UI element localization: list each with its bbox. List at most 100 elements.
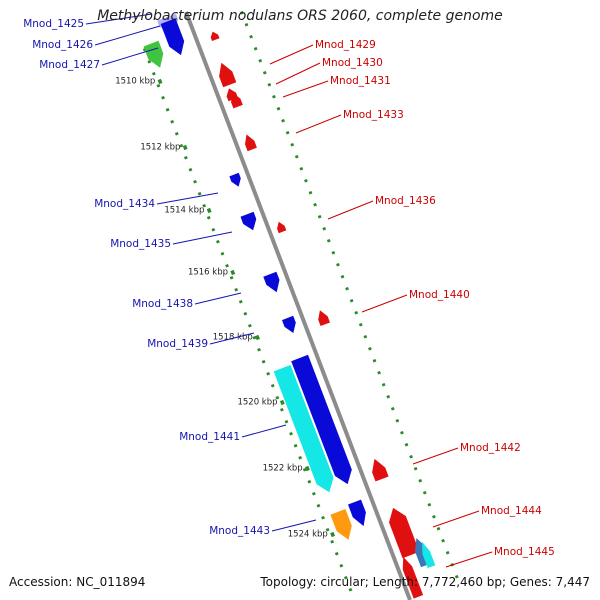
tick-dot-right bbox=[244, 22, 249, 27]
gene-feature-forward bbox=[143, 40, 164, 68]
tick-dot-left bbox=[152, 71, 156, 76]
gene-label-reverse: Mnod_1431 bbox=[330, 75, 391, 87]
tick-dot-left bbox=[289, 431, 293, 436]
tick-dot-left bbox=[257, 347, 261, 352]
tick-dot-right bbox=[445, 550, 450, 555]
tick-dot-left bbox=[161, 95, 165, 100]
gene-label-reverse: Mnod_1430 bbox=[322, 57, 383, 69]
gene-feature-forward bbox=[282, 315, 296, 333]
gene-feature-forward bbox=[229, 172, 241, 187]
tick-dot-left bbox=[206, 215, 211, 220]
callout-line bbox=[361, 294, 408, 313]
tick-mark bbox=[330, 531, 335, 538]
tick-dot-right bbox=[331, 250, 336, 255]
gene-label-reverse: Mnod_1433 bbox=[343, 109, 404, 121]
tick-dot-right bbox=[304, 178, 308, 183]
gene-feature-reverse bbox=[402, 556, 424, 599]
tick-dot-left bbox=[316, 503, 321, 508]
tick-mark bbox=[279, 399, 285, 406]
callout-line bbox=[432, 510, 480, 528]
tick-dot-right bbox=[340, 274, 345, 279]
tick-dot-left bbox=[229, 275, 234, 280]
tick-dot-right bbox=[262, 70, 267, 75]
tick-dot-left bbox=[197, 191, 202, 196]
tick-dot-right bbox=[418, 478, 423, 483]
callout-line bbox=[209, 332, 255, 345]
gene-feature-reverse bbox=[389, 507, 420, 559]
tick-dot-right bbox=[294, 154, 299, 159]
gene-feature-reverse bbox=[210, 31, 220, 41]
tick-mark bbox=[305, 465, 310, 472]
callout-line bbox=[327, 200, 374, 220]
tick-dot-left bbox=[165, 107, 170, 112]
tick-label: 1516 kbp bbox=[188, 267, 228, 277]
tick-dot-left bbox=[275, 395, 280, 400]
tick-dot-left bbox=[261, 359, 266, 364]
gene-label-forward: Mnod_1443 bbox=[209, 525, 270, 537]
tick-dot-right bbox=[258, 58, 263, 63]
tick-dot-right bbox=[326, 238, 331, 243]
tick-dot-right bbox=[377, 370, 381, 375]
callout-line bbox=[194, 292, 242, 305]
tick-dot-left bbox=[339, 563, 344, 568]
tick-dot-left bbox=[330, 539, 335, 544]
tick-label: 1524 kbp bbox=[288, 529, 328, 539]
tick-label: 1520 kbp bbox=[237, 397, 277, 407]
tick-dot-right bbox=[313, 202, 317, 207]
tick-dot-left bbox=[325, 527, 330, 532]
tick-dot-left bbox=[147, 59, 152, 64]
tick-label: 1522 kbp bbox=[263, 463, 303, 473]
gene-feature-forward bbox=[291, 354, 352, 485]
tick-mark bbox=[230, 269, 236, 276]
tick-dot-right bbox=[267, 82, 272, 87]
tick-dot-left bbox=[156, 83, 161, 88]
callout-line bbox=[85, 13, 153, 25]
tick-dot-right bbox=[395, 418, 400, 423]
tick-dot-left bbox=[234, 287, 239, 292]
gene-label-forward: Mnod_1426 bbox=[32, 39, 93, 51]
gene-label-forward: Mnod_1439 bbox=[147, 338, 208, 350]
tick-dot-right bbox=[308, 190, 313, 195]
tick-dot-left bbox=[344, 575, 348, 580]
tick-dot-left bbox=[238, 299, 243, 304]
tick-dot-left bbox=[348, 587, 353, 592]
gene-feature-forward bbox=[273, 365, 334, 493]
callout-line bbox=[445, 551, 493, 568]
callout-line bbox=[101, 47, 159, 66]
callout-line bbox=[412, 447, 459, 465]
gene-features bbox=[143, 13, 436, 599]
tick-dot-right bbox=[454, 574, 459, 579]
tick-dot-left bbox=[266, 371, 271, 376]
gene-label-reverse: Mnod_1429 bbox=[315, 39, 376, 51]
tick-dot-right bbox=[249, 34, 253, 39]
tick-dot-right bbox=[317, 214, 322, 219]
tick-dot-right bbox=[358, 322, 363, 327]
tick-dot-left bbox=[243, 311, 248, 316]
tick-dot-right bbox=[281, 118, 285, 123]
gene-feature-forward bbox=[263, 271, 280, 293]
tick-marks: 1510 kbp 1512 kbp 1514 kbp 1516 kbp 1518 kbp… bbox=[115, 76, 335, 539]
tick-dot-right bbox=[349, 298, 354, 303]
tick-label: 1514 kbp bbox=[164, 205, 204, 215]
tick-dot-left bbox=[270, 383, 275, 388]
gene-callouts: Mnod_1425 Mnod_1426 Mnod_1427 Mnod_1434 Mnod… bbox=[23, 13, 555, 568]
tick-dot-right bbox=[422, 490, 427, 495]
tick-dot-left bbox=[248, 323, 252, 328]
tick-dot-left bbox=[284, 419, 289, 424]
gene-feature-reverse bbox=[219, 62, 237, 88]
tick-dot-right bbox=[404, 442, 409, 447]
gene-label-reverse: Mnod_1444 bbox=[481, 505, 542, 517]
tick-dot-left bbox=[334, 551, 339, 556]
tick-dot-right bbox=[381, 382, 386, 387]
tick-dot-left bbox=[211, 227, 216, 232]
callout-line bbox=[94, 25, 161, 46]
tick-dot-right bbox=[400, 430, 404, 435]
callout-line bbox=[241, 424, 287, 438]
gene-label-forward: Mnod_1435 bbox=[110, 238, 171, 250]
tick-dot-right bbox=[290, 142, 295, 147]
tick-dot-right bbox=[390, 406, 395, 411]
tick-dot-left bbox=[142, 47, 147, 52]
gene-label-reverse: Mnod_1442 bbox=[460, 442, 521, 454]
tick-dot-left bbox=[307, 479, 312, 484]
gene-feature-reverse bbox=[422, 541, 436, 568]
